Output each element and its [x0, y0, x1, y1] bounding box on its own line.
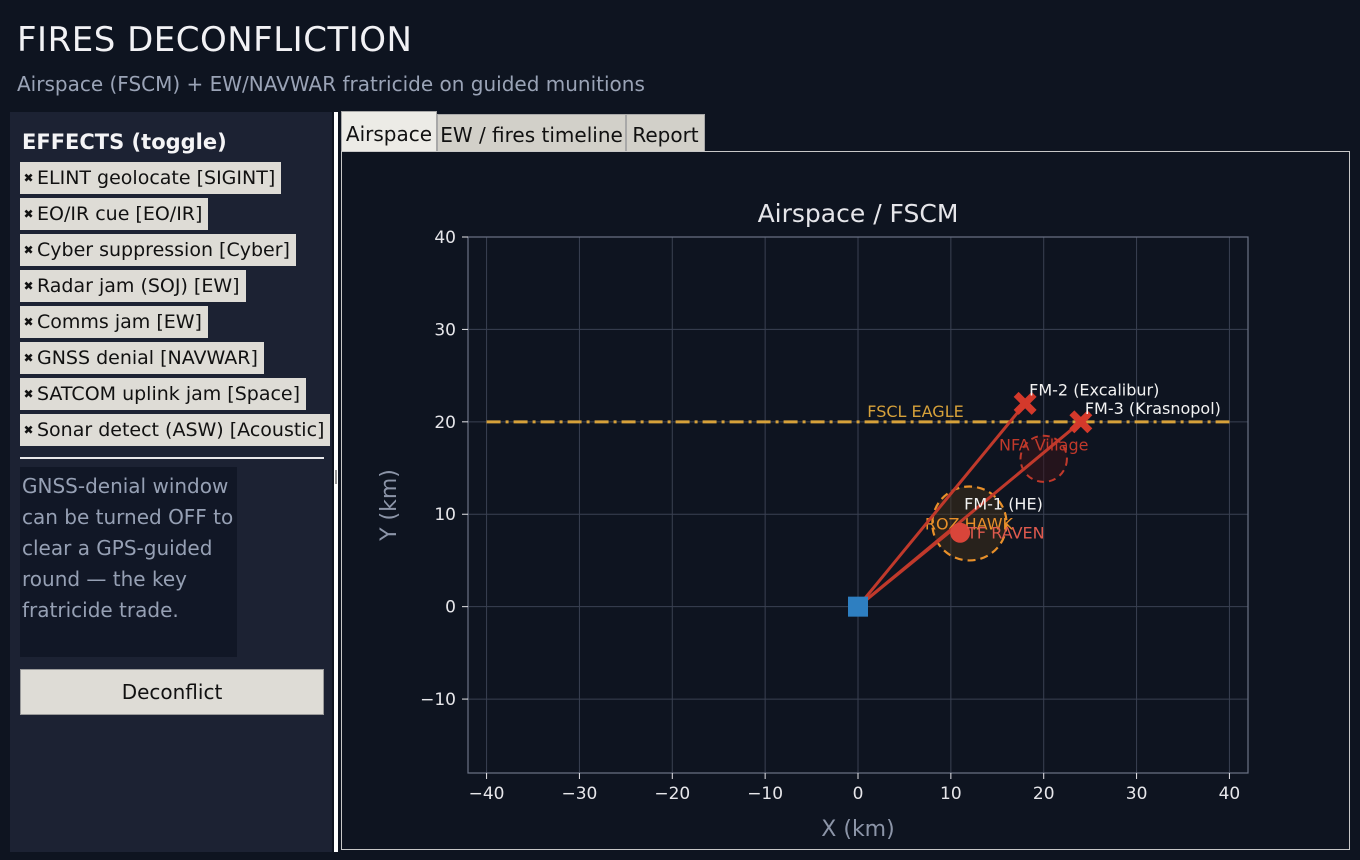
x-tick-label: −10	[747, 784, 783, 804]
y-tick-label: 10	[434, 505, 456, 525]
firing-unit-marker	[848, 596, 868, 617]
nfa-zone	[1019, 434, 1068, 483]
app-subtitle: Airspace (FSCM) + EW/NAVWAR fratricide o…	[17, 72, 645, 96]
checkbox-icon[interactable]: ✖	[23, 171, 34, 185]
munition-impact-marker	[1069, 410, 1093, 434]
effect-toggle-gnss-denial[interactable]: ✖ GNSS denial [NAVWAR]	[20, 342, 264, 374]
x-tick-label: −30	[561, 784, 597, 804]
checkbox-icon[interactable]: ✖	[23, 207, 34, 221]
effect-label: Comms jam [EW]	[37, 311, 202, 333]
effect-toggle-radar-jam[interactable]: ✖ Radar jam (SOJ) [EW]	[20, 270, 246, 302]
effect-label: Sonar detect (ASW) [Acoustic]	[37, 419, 325, 441]
effect-label: EO/IR cue [EO/IR]	[37, 203, 203, 225]
y-tick-label: −10	[420, 690, 456, 710]
effect-toggle-comms-jam[interactable]: ✖ Comms jam [EW]	[20, 306, 208, 338]
x-tick-label: 20	[1033, 784, 1055, 804]
checkbox-icon[interactable]: ✖	[23, 243, 34, 257]
munition-label: FM-1 (HE)	[964, 494, 1043, 513]
tab-ew-fires-timeline[interactable]: EW / fires timeline	[437, 114, 626, 152]
splitter-grip-icon[interactable]	[335, 470, 337, 484]
effect-toggle-cyber[interactable]: ✖ Cyber suppression [Cyber]	[20, 234, 296, 266]
effect-label: ELINT geolocate [SIGINT]	[37, 167, 276, 189]
effect-toggle-eoir[interactable]: ✖ EO/IR cue [EO/IR]	[20, 198, 209, 230]
y-axis-label: Y (km)	[377, 469, 402, 542]
munition-label: FM-3 (Krasnopol)	[1085, 399, 1221, 418]
y-tick-label: 20	[434, 413, 456, 433]
checkbox-icon[interactable]: ✖	[23, 387, 34, 401]
x-tick-label: 0	[853, 784, 864, 804]
right-edge	[1350, 151, 1360, 850]
tab-report[interactable]: Report	[626, 114, 705, 152]
nfa-label: NFA Village	[999, 435, 1088, 454]
munition-trajectory	[857, 420, 1082, 608]
y-tick-label: 30	[434, 320, 456, 340]
effect-toggle-sonar[interactable]: ✖ Sonar detect (ASW) [Acoustic]	[20, 414, 331, 446]
deconflict-button[interactable]: Deconflict	[20, 669, 324, 715]
munition-trajectory	[856, 402, 1027, 608]
effect-label: GNSS denial [NAVWAR]	[37, 347, 258, 369]
effects-sidebar: EFFECTS (toggle) ✖ ELINT geolocate [SIGIN…	[10, 112, 332, 852]
x-tick-label: −20	[654, 784, 690, 804]
checkbox-icon[interactable]: ✖	[23, 351, 34, 365]
effect-toggle-elint[interactable]: ✖ ELINT geolocate [SIGINT]	[20, 162, 282, 194]
friendly-unit-marker	[950, 522, 971, 543]
x-axis-label: X (km)	[821, 817, 894, 842]
effect-toggle-satcom-jam[interactable]: ✖ SATCOM uplink jam [Space]	[20, 378, 307, 410]
y-tick-label: 0	[445, 598, 456, 618]
chart-title: Airspace / FSCM	[758, 199, 959, 228]
airspace-chart: −40 −30 −20 −10 0 10 20 30 40 −10 0 10 20 30 40 Airspac…	[377, 199, 1249, 842]
roz-zone	[931, 485, 1008, 562]
sidebar-divider	[20, 457, 324, 459]
munition-impact-marker	[1013, 391, 1037, 415]
munition-label: FM-2 (Excalibur)	[1029, 380, 1159, 399]
airspace-plot-panel: −40 −30 −20 −10 0 10 20 30 40 −10 0 10 20 30 40 Airspac…	[341, 151, 1350, 850]
tab-airspace[interactable]: Airspace	[341, 111, 437, 152]
checkbox-icon[interactable]: ✖	[23, 315, 34, 329]
effect-label: SATCOM uplink jam [Space]	[37, 383, 301, 405]
x-tick-label: 30	[1126, 784, 1148, 804]
roz-label: ROZ HAWK	[925, 514, 1014, 533]
app-title: FIRES DECONFLICTION	[17, 20, 413, 60]
friendly-unit-label: TF RAVEN	[966, 524, 1044, 543]
effect-label: Cyber suppression [Cyber]	[37, 239, 290, 261]
fscl-label: FSCL EAGLE	[867, 402, 963, 421]
checkbox-icon[interactable]: ✖	[23, 423, 34, 437]
checkbox-icon[interactable]: ✖	[23, 279, 34, 293]
effect-label: Radar jam (SOJ) [EW]	[37, 275, 240, 297]
x-tick-label: −40	[469, 784, 505, 804]
y-tick-label: 40	[434, 228, 456, 248]
hint-text: GNSS-denial window can be turned OFF to …	[20, 467, 237, 657]
x-tick-label: 40	[1219, 784, 1241, 804]
effects-heading: EFFECTS (toggle)	[22, 130, 227, 154]
x-tick-label: 10	[940, 784, 962, 804]
